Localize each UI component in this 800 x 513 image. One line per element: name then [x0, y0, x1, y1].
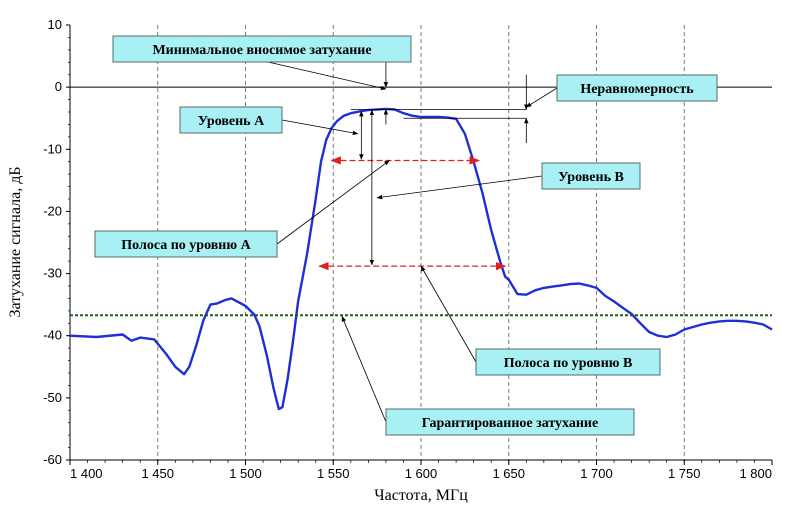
y-tick-label: -20	[43, 203, 62, 218]
label-level-a-leader	[281, 119, 359, 136]
label-guaranteed: Гарантированное затухание	[385, 408, 635, 436]
x-tick-label: 1 700	[580, 466, 613, 481]
label-band-b-text: Полоса по уровню В	[504, 356, 633, 371]
x-tick-label: 1 650	[492, 466, 525, 481]
x-tick-label: 1 750	[668, 466, 701, 481]
label-level-a-box	[179, 106, 283, 134]
label-min-insertion-loss-box	[112, 35, 412, 63]
label-level-b-text: Уровень В	[558, 170, 624, 185]
label-band-a-box	[94, 230, 278, 258]
y-tick-label: -10	[43, 141, 62, 156]
x-tick-label: 1 450	[141, 466, 174, 481]
label-band-b: Полоса по уровню В	[475, 348, 661, 376]
x-tick-label: 1 550	[317, 466, 350, 481]
label-band-b-leader	[420, 265, 477, 363]
label-level-a-text: Уровень А	[198, 114, 265, 129]
label-ripple-text: Неравномерность	[580, 82, 694, 97]
markers-layer	[318, 62, 529, 271]
label-guaranteed-text: Гарантированное затухание	[422, 416, 598, 431]
y-tick-label: -40	[43, 328, 62, 343]
label-level-b-box	[541, 162, 641, 190]
x-tick-label: 1 600	[405, 466, 438, 481]
x-tick-label: 1 400	[70, 466, 103, 481]
annotation-leaders	[267, 61, 558, 423]
annotation-labels: Минимальное вносимое затухание Неравномер…	[94, 35, 718, 436]
x-tick-label: 1 500	[229, 466, 262, 481]
label-band-a-leader	[276, 160, 390, 245]
attenuation-curve	[69, 107, 773, 411]
y-tick-label: -60	[43, 452, 62, 467]
x-axis-title: Частота, МГц	[374, 487, 468, 504]
y-tick-label: -30	[43, 266, 62, 281]
label-band-b-box	[475, 348, 661, 376]
y-tick-label: -50	[43, 390, 62, 405]
label-level-a: Уровень А	[179, 106, 283, 134]
y-tick-label: 10	[48, 17, 62, 32]
label-ripple: Неравномерность	[556, 74, 718, 102]
y-tick-label: 0	[55, 79, 62, 94]
label-min-insertion-loss: Минимальное вносимое затухание	[112, 35, 412, 63]
label-band-a: Полоса по уровню А	[94, 230, 278, 258]
x-tick-label: 1 800	[739, 466, 772, 481]
label-level-b-leader	[376, 175, 543, 200]
y-axis-title: Затухание сигнала, дБ	[7, 166, 24, 317]
axes	[66, 24, 773, 465]
label-guaranteed-box	[385, 408, 635, 436]
label-min-insertion-loss-text: Минимальное вносимое затухание	[152, 43, 371, 58]
tick-labels: 10 0 -10 -20 -30 -40 -50 -60 1 400 1 450 1 500 1 55…	[43, 17, 772, 481]
label-ripple-leader	[525, 87, 558, 108]
label-ripple-box	[556, 74, 718, 102]
series-layer	[69, 107, 773, 411]
label-min-insertion-loss-leader	[267, 61, 387, 91]
label-band-a-text: Полоса по уровню А	[121, 238, 251, 253]
label-guaranteed-leader	[341, 315, 387, 423]
label-level-b: Уровень В	[541, 162, 641, 190]
